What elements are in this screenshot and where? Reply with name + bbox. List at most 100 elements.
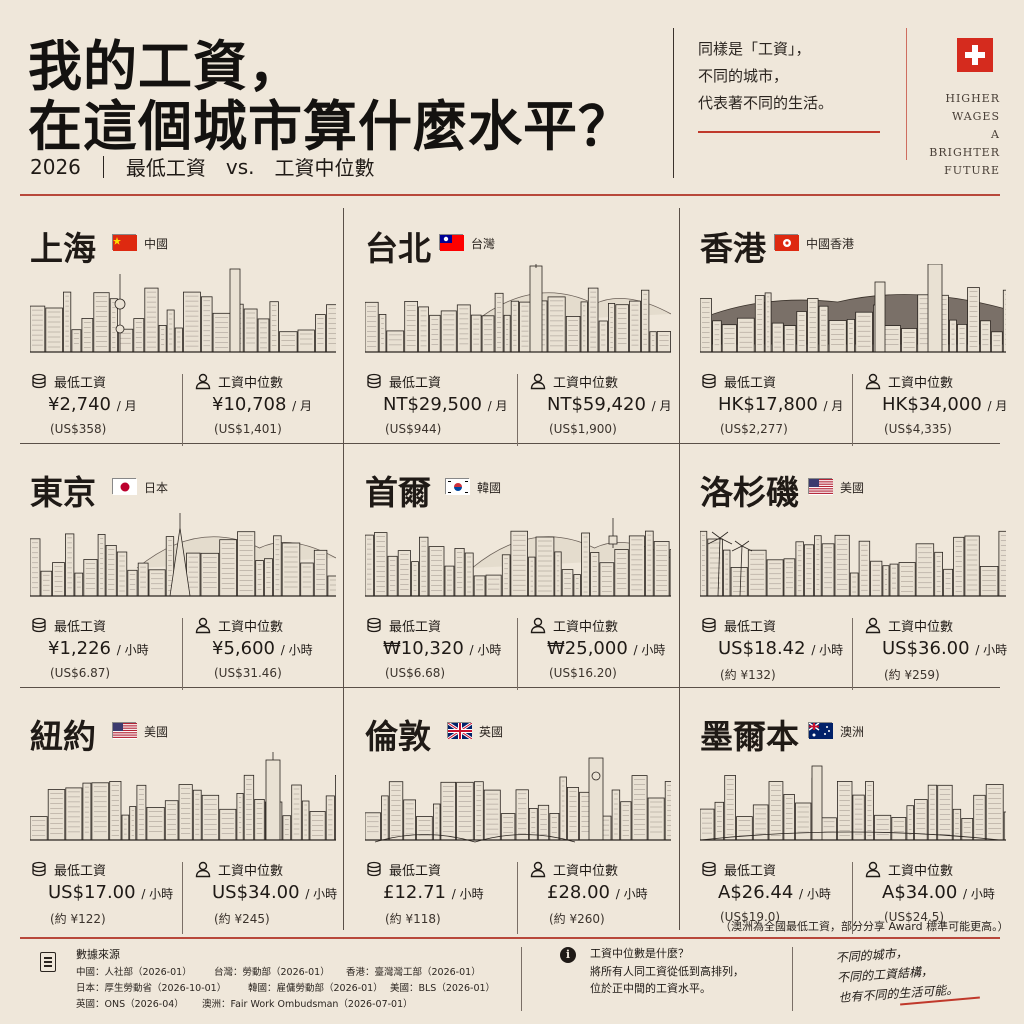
header: 我的工資， 在這個城市算什麼水平？ 2026 最低工資 vs. 工資中位數 同樣… <box>0 0 1024 196</box>
median-wage-unit: / 小時 <box>975 643 1008 657</box>
median-wage-unit: / 月 <box>987 399 1008 413</box>
median-wage-unit: / 小時 <box>615 887 648 901</box>
grid-divider-vertical <box>679 208 680 930</box>
median-wage-value-row: ¥10,708 / 月 <box>212 394 312 415</box>
median-wage-value: NT$59,420 <box>547 394 646 415</box>
brand-divider <box>906 28 907 160</box>
source-item: 台灣：勞動部（2026-01） <box>214 967 330 978</box>
median-wage-value: ¥10,708 <box>212 394 287 415</box>
minimum-wage-value: US$18.42 <box>718 638 806 659</box>
source-item: 韓國：雇傭勞動部（2026-01） <box>248 983 383 994</box>
info-icon: i <box>560 947 576 963</box>
city-card: 首爾 韓國 最低工資 ₩10,320 / 小時 (US$6.68) 工資中位數 … <box>355 452 682 692</box>
city-skyline-illustration <box>699 752 1018 852</box>
city-skyline-illustration <box>29 752 353 852</box>
minimum-wage-value-row: ¥2,740 / 月 <box>48 394 137 415</box>
median-wage-label: 工資中位數 <box>888 864 954 879</box>
stat-divider <box>852 862 853 934</box>
minimum-wage-conversion: (約 ¥118) <box>385 912 441 926</box>
median-wage-conversion: (US$1,900) <box>549 422 617 436</box>
minimum-wage-unit: / 月 <box>823 399 844 413</box>
median-wage-value: US$34.00 <box>212 882 300 903</box>
city-skyline-illustration <box>364 508 682 608</box>
brand-line: HIGHER <box>945 92 1000 105</box>
source-item: 香港：臺灣灣工部（2026-01） <box>346 967 481 978</box>
source-item: 澳洲：Fair Work Ombudsman（2026-07-01） <box>202 999 413 1010</box>
stat-divider <box>182 618 183 690</box>
minimum-wage-unit: / 小時 <box>116 643 149 657</box>
cn-flag-icon <box>112 234 137 251</box>
country-label: 中國 <box>144 237 169 251</box>
brand-slogan: HIGHER WAGES A BRIGHTER FUTURE <box>916 90 1000 180</box>
person-icon <box>194 860 212 878</box>
median-wage-unit: / 小時 <box>963 887 995 901</box>
city-card: 倫敦 英國 最低工資 £12.71 / 小時 (約 ¥118) 工資中位數 £2… <box>355 696 677 936</box>
median-wage-value: HK$34,000 <box>882 394 982 415</box>
median-wage-value: US$36.00 <box>882 638 970 659</box>
tw-flag-icon <box>439 234 464 251</box>
median-wage-unit: / 小時 <box>633 643 666 657</box>
minimum-wage-label: 最低工資 <box>724 620 777 635</box>
document-icon <box>40 952 56 972</box>
city-name: 紐約 <box>30 717 96 756</box>
person-icon <box>194 616 212 634</box>
country-label: 日本 <box>144 481 169 495</box>
minimum-wage-conversion: (US$6.68) <box>385 666 446 680</box>
city-card: 香港 中國香港 最低工資 HK$17,800 / 月 (US$2,277) 工資… <box>690 208 1022 448</box>
median-wage-conversion: (US$24.5) <box>884 910 945 924</box>
country-label: 韓國 <box>477 481 502 495</box>
minimum-wage-label: 最低工資 <box>724 376 777 391</box>
header-quote: 同樣是「工資」， 不同的城市， 代表著不同的生活。 <box>698 36 833 117</box>
city-name: 上海 <box>30 229 96 268</box>
subtitle-row: 2026 最低工資 vs. 工資中位數 <box>30 152 375 181</box>
city-skyline-illustration <box>699 508 1012 608</box>
minimum-wage-unit: / 小時 <box>799 887 831 901</box>
median-wage-conversion: (約 ¥245) <box>214 912 270 926</box>
median-wage-value-row: £28.00 / 小時 <box>547 882 648 903</box>
minimum-wage-value-row: ¥1,226 / 小時 <box>48 638 149 659</box>
minimum-wage-unit: / 月 <box>487 399 508 413</box>
info-line: 將所有人同工資從低到高排列， <box>590 965 744 978</box>
header-rule <box>20 194 1000 196</box>
city-name: 首爾 <box>365 473 431 512</box>
country-label: 美國 <box>840 481 865 495</box>
minimum-wage-label: 最低工資 <box>389 620 442 635</box>
info-line: 位於正中間的工資水平。 <box>590 982 711 995</box>
footer-divider <box>521 947 522 1011</box>
country-label: 美國 <box>144 725 169 739</box>
minimum-wage-conversion: (US$944) <box>385 422 442 436</box>
coins-icon <box>365 616 383 634</box>
coins-icon <box>30 860 48 878</box>
minimum-wage-value-row: US$18.42 / 小時 <box>718 638 843 659</box>
title-line-1: 我的工資， <box>28 34 303 98</box>
minimum-wage-value: ₩10,320 <box>383 638 464 659</box>
median-wage-value-row: A$34.00 / 小時 <box>882 882 995 903</box>
median-wage-label: 工資中位數 <box>553 376 619 391</box>
stat-divider <box>852 618 853 690</box>
minimum-wage-conversion: (US$2,277) <box>720 422 788 436</box>
footer-divider <box>792 947 793 1011</box>
coins-icon <box>365 372 383 390</box>
median-wage-conversion: (US$16.20) <box>549 666 617 680</box>
country-label: 澳洲 <box>840 725 865 739</box>
australia-note: （澳洲為全國最低工資，部分分享 Award 標準可能更高。） <box>720 920 1009 933</box>
city-card: 洛杉磯 美國 最低工資 US$18.42 / 小時 (約 ¥132) 工資中位數… <box>690 452 1012 692</box>
quote-line: 同樣是「工資」， <box>698 40 811 58</box>
city-skyline-illustration <box>364 752 677 852</box>
coins-icon <box>700 372 718 390</box>
city-card: 台北 台灣 最低工資 NT$29,500 / 月 (US$944) 工資中位數 … <box>355 208 673 448</box>
country-label: 台灣 <box>471 237 496 251</box>
minimum-wage-value: ¥1,226 <box>48 638 111 659</box>
footer-rule <box>20 937 1000 939</box>
year-label: 2026 <box>30 154 81 179</box>
minimum-wage-value: US$17.00 <box>48 882 136 903</box>
au-flag-icon <box>808 722 833 739</box>
median-wage-value-row: HK$34,000 / 月 <box>882 394 1007 415</box>
info-text: 將所有人同工資從低到高排列， 位於正中間的工資水平。 <box>590 963 744 997</box>
source-item: 日本：厚生勞動省（2026-10-01） <box>76 983 227 994</box>
person-icon <box>864 616 882 634</box>
median-wage-label: 工資中位數 <box>218 864 284 879</box>
minimum-wage-value: HK$17,800 <box>718 394 818 415</box>
median-wage-unit: / 月 <box>292 399 313 413</box>
stat-divider <box>852 374 853 446</box>
